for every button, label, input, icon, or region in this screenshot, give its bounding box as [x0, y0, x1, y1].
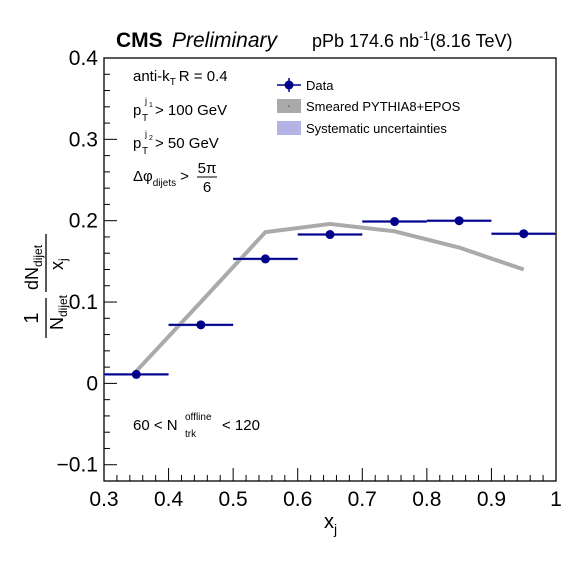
annot-multiplicity: 60 < N offline trk < 120: [133, 407, 260, 441]
annot-dphi-num: 5π: [198, 160, 217, 177]
y-title-den-sub: j: [56, 258, 70, 262]
legend-syst-label: Systematic uncertainties: [306, 121, 447, 136]
annot-mult-sub: trk: [185, 429, 197, 440]
data-point: [325, 230, 335, 240]
data-point: [260, 254, 270, 264]
annot-pt1-sub: T: [142, 113, 148, 124]
annot-pt2: p j 2 T > 50 GeV: [133, 124, 219, 158]
system-label: pPb 174.6 nb-1(8.16 TeV): [312, 29, 513, 51]
lumi-exponent: -1: [419, 29, 430, 43]
y-title-num-sub: dijet: [31, 244, 45, 267]
legend-syst-swatch: [277, 121, 301, 135]
y-tick-label: 0: [86, 372, 98, 395]
data-point: [131, 369, 141, 379]
y-axis-title: 1 Ndijet dNdijet xj: [21, 234, 70, 338]
y-title-den: xj: [47, 258, 70, 270]
y-title-den-main: x: [47, 261, 67, 270]
data-point: [519, 229, 529, 239]
energy-text: (8.16 TeV): [430, 31, 513, 51]
y-tick-label: −0.1: [57, 454, 98, 477]
data-points-layer: [104, 216, 556, 379]
annot-dphi-label: Δφ: [133, 168, 153, 185]
annot-pt2-sup: j: [144, 129, 147, 139]
y-tick-label: 0.3: [69, 128, 98, 151]
annot-pt2-cut: > 50 GeV: [155, 135, 219, 152]
y-axis: −0.1 0 0.1 0.2 0.3 0.4: [57, 47, 117, 482]
x-axis: 0.3 0.4 0.5 0.6 0.7 0.8 0.9 1: [89, 468, 562, 511]
annot-dphi-sub: dijets: [153, 178, 176, 189]
x-tick-label: 0.6: [283, 488, 312, 511]
x-tick-label: 0.5: [219, 488, 248, 511]
y-tick-label: 0.4: [69, 47, 99, 70]
annot-algorithm-sub: T: [170, 77, 176, 88]
annot-pt2-sub: T: [142, 146, 148, 157]
x-tick-label: 0.7: [348, 488, 377, 511]
x-tick-label: 1: [550, 488, 562, 511]
annot-mult-sup: offline: [185, 412, 212, 423]
annot-pt1-sup: j: [144, 96, 147, 106]
y-title-prefix-den: Ndijet: [47, 294, 70, 330]
annot-pt2-supsub: 2: [149, 135, 153, 142]
legend-mc-dot: [288, 105, 290, 107]
status-label: Preliminary: [172, 29, 279, 52]
y-title-prefix-num: 1: [21, 312, 43, 323]
data-point: [454, 216, 464, 226]
y-title-num: dNdijet: [22, 244, 45, 290]
system-text: pPb 174.6 nb: [312, 31, 419, 51]
annot-pt2-p: p: [133, 135, 141, 152]
legend-data-label: Data: [306, 78, 334, 93]
x-axis-title-main: x: [324, 511, 334, 533]
data-point: [196, 320, 206, 330]
data-point: [390, 217, 400, 227]
x-tick-label: 0.9: [477, 488, 506, 511]
annot-pt1-p: p: [133, 102, 141, 119]
annot-pt1-cut: > 100 GeV: [155, 102, 227, 119]
legend-mc-label: Smeared PYTHIA8+EPOS: [306, 99, 461, 114]
annot-algorithm-main: anti-k: [133, 68, 170, 85]
experiment-label: CMS: [116, 29, 163, 52]
legend: Data Smeared PYTHIA8+EPOS Systematic unc…: [277, 78, 461, 136]
x-axis-title-sub: j: [333, 521, 337, 537]
mc-band-layer: [134, 221, 525, 373]
annot-mult-low: 60 < N: [133, 417, 178, 434]
y-title-num-main: dN: [22, 267, 42, 290]
y-tick-label: 0.2: [69, 210, 98, 233]
y-title-prefix-den-sub: dijet: [56, 294, 70, 317]
x-tick-label: 0.3: [89, 488, 118, 511]
x-axis-title: xj: [324, 511, 337, 537]
y-title-prefix-den-main: N: [47, 317, 67, 330]
y-tick-label: 0.1: [69, 291, 98, 314]
x-tick-label: 0.4: [154, 488, 184, 511]
annot-pt1-supsub: 1: [149, 102, 153, 109]
annot-mult-high: < 120: [222, 417, 260, 434]
legend-data-marker: [284, 80, 294, 90]
annot-pt1: p j 1 T > 100 GeV: [133, 91, 227, 125]
annot-algorithm: anti-kT R = 0.4: [133, 68, 228, 88]
annot-dphi-cut: >: [180, 168, 189, 185]
x-tick-label: 0.8: [412, 488, 441, 511]
annot-radius: R = 0.4: [179, 68, 228, 85]
annot-dphi-den: 6: [203, 179, 211, 196]
mc-band: [134, 221, 525, 373]
annot-dphi: Δφdijets >: [133, 168, 189, 189]
